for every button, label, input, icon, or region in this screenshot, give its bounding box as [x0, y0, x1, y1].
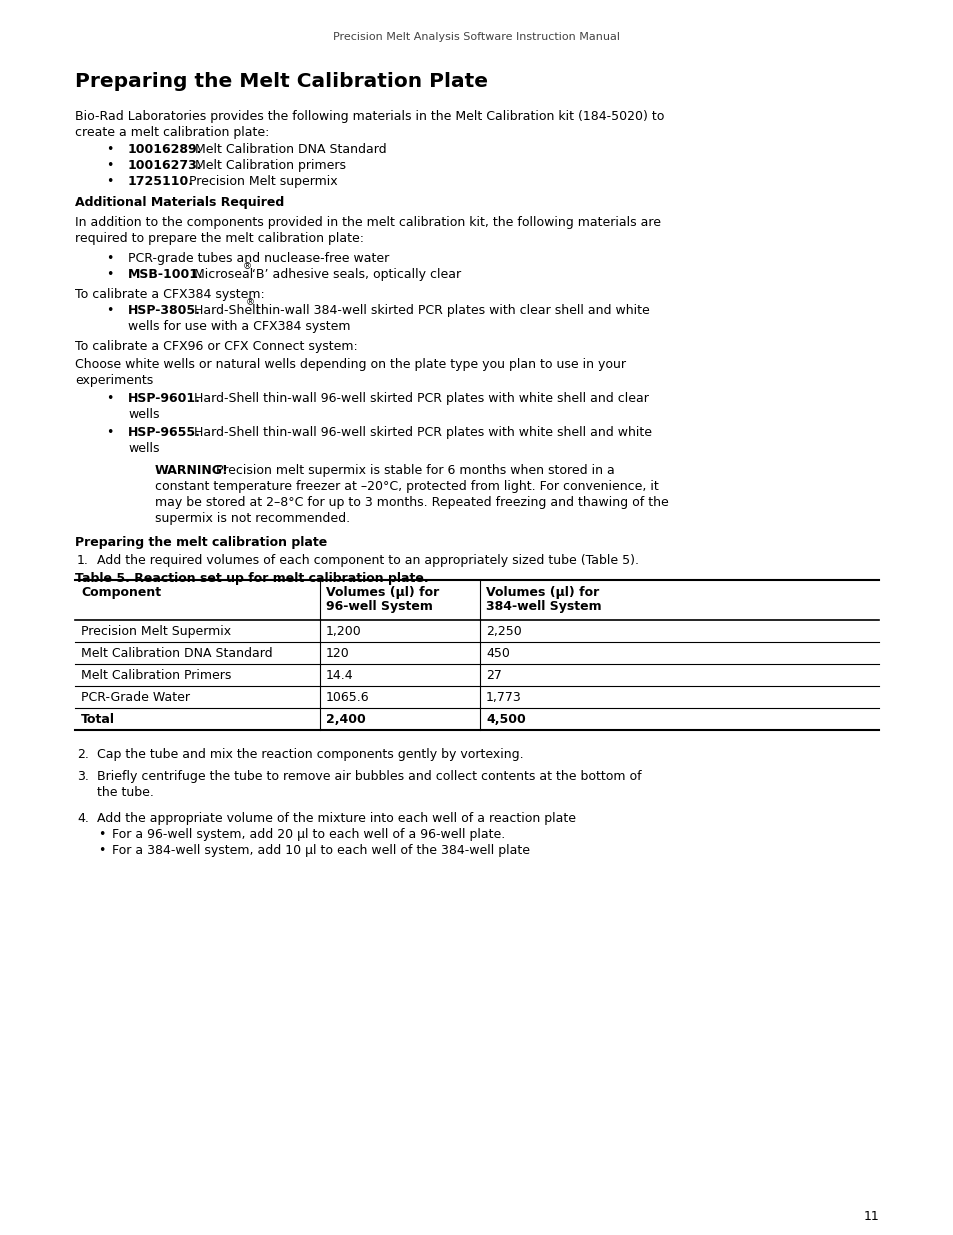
Text: experiments: experiments [75, 374, 153, 387]
Text: Add the required volumes of each component to an appropriately sized tube (Table: Add the required volumes of each compone… [97, 555, 639, 567]
Text: wells: wells [128, 442, 159, 454]
Text: Cap the tube and mix the reaction components gently by vortexing.: Cap the tube and mix the reaction compon… [97, 748, 523, 761]
Text: Precision Melt Analysis Software Instruction Manual: Precision Melt Analysis Software Instruc… [334, 32, 619, 42]
Text: supermix is not recommended.: supermix is not recommended. [154, 513, 350, 525]
Text: 450: 450 [485, 647, 509, 659]
Text: may be stored at 2–8°C for up to 3 months. Repeated freezing and thawing of the: may be stored at 2–8°C for up to 3 month… [154, 496, 668, 509]
Text: Preparing the melt calibration plate: Preparing the melt calibration plate [75, 536, 327, 550]
Text: •: • [106, 159, 113, 172]
Text: HSP-9655.: HSP-9655. [128, 426, 201, 438]
Text: 2.: 2. [77, 748, 89, 761]
Text: 2,250: 2,250 [485, 625, 521, 638]
Text: 10016289.: 10016289. [128, 143, 202, 156]
Text: To calibrate a CFX384 system:: To calibrate a CFX384 system: [75, 288, 265, 301]
Text: Add the appropriate volume of the mixture into each well of a reaction plate: Add the appropriate volume of the mixtur… [97, 811, 576, 825]
Text: Bio-Rad Laboratories provides the following materials in the Melt Calibration ki: Bio-Rad Laboratories provides the follow… [75, 110, 663, 124]
Text: •: • [98, 827, 105, 841]
Text: 10016273.: 10016273. [128, 159, 202, 172]
Text: Hard-Shell: Hard-Shell [190, 304, 259, 317]
Text: Briefly centrifuge the tube to remove air bubbles and collect contents at the bo: Briefly centrifuge the tube to remove ai… [97, 769, 641, 783]
Text: For a 384-well system, add 10 µl to each well of the 384-well plate: For a 384-well system, add 10 µl to each… [112, 844, 530, 857]
Text: •: • [106, 252, 113, 266]
Text: To calibrate a CFX96 or CFX Connect system:: To calibrate a CFX96 or CFX Connect syst… [75, 340, 357, 353]
Text: Precision Melt Supermix: Precision Melt Supermix [81, 625, 231, 638]
Text: 384-well System: 384-well System [485, 600, 601, 613]
Text: constant temperature freezer at –20°C, protected from light. For convenience, it: constant temperature freezer at –20°C, p… [154, 480, 659, 493]
Text: ®: ® [246, 298, 254, 308]
Text: •: • [106, 426, 113, 438]
Text: 4,500: 4,500 [485, 713, 525, 726]
Text: 14.4: 14.4 [326, 669, 354, 682]
Text: For a 96-well system, add 20 µl to each well of a 96-well plate.: For a 96-well system, add 20 µl to each … [112, 827, 505, 841]
Text: wells for use with a CFX384 system: wells for use with a CFX384 system [128, 320, 350, 333]
Text: Additional Materials Required: Additional Materials Required [75, 196, 284, 209]
Text: 1,773: 1,773 [485, 692, 521, 704]
Text: create a melt calibration plate:: create a melt calibration plate: [75, 126, 269, 140]
Text: •: • [106, 143, 113, 156]
Text: Component: Component [81, 585, 161, 599]
Text: Melt Calibration Primers: Melt Calibration Primers [81, 669, 232, 682]
Text: 3.: 3. [77, 769, 89, 783]
Text: Precision Melt supermix: Precision Melt supermix [185, 175, 337, 188]
Text: the tube.: the tube. [97, 785, 153, 799]
Text: Choose white wells or natural wells depending on the plate type you plan to use : Choose white wells or natural wells depe… [75, 358, 625, 370]
Text: •: • [106, 391, 113, 405]
Text: Preparing the Melt Calibration Plate: Preparing the Melt Calibration Plate [75, 72, 488, 91]
Text: 120: 120 [326, 647, 350, 659]
Text: Total: Total [81, 713, 115, 726]
Text: Melt Calibration DNA Standard: Melt Calibration DNA Standard [81, 647, 273, 659]
Text: PCR-grade tubes and nuclease-free water: PCR-grade tubes and nuclease-free water [128, 252, 389, 266]
Text: Hard-Shell thin-wall 96-well skirted PCR plates with white shell and white: Hard-Shell thin-wall 96-well skirted PCR… [190, 426, 651, 438]
Text: MSB-1001.: MSB-1001. [128, 268, 204, 282]
Text: •: • [106, 175, 113, 188]
Text: •: • [98, 844, 105, 857]
Text: Volumes (µl) for: Volumes (µl) for [485, 585, 598, 599]
Text: ®: ® [243, 262, 252, 270]
Text: Table 5. Reaction set up for melt calibration plate.: Table 5. Reaction set up for melt calibr… [75, 572, 428, 585]
Text: Precision melt supermix is stable for 6 months when stored in a: Precision melt supermix is stable for 6 … [212, 464, 614, 477]
Text: 11: 11 [862, 1210, 878, 1223]
Text: HSP-9601.: HSP-9601. [128, 391, 201, 405]
Text: 4.: 4. [77, 811, 89, 825]
Text: WARNING!: WARNING! [154, 464, 229, 477]
Text: 1065.6: 1065.6 [326, 692, 369, 704]
Text: 96-well System: 96-well System [326, 600, 433, 613]
Text: •: • [106, 268, 113, 282]
Text: 27: 27 [485, 669, 501, 682]
Text: 1725110.: 1725110. [128, 175, 193, 188]
Text: •: • [106, 304, 113, 317]
Text: PCR-Grade Water: PCR-Grade Water [81, 692, 190, 704]
Text: 1,200: 1,200 [326, 625, 361, 638]
Text: Hard-Shell thin-wall 96-well skirted PCR plates with white shell and clear: Hard-Shell thin-wall 96-well skirted PCR… [190, 391, 648, 405]
Text: Melt Calibration primers: Melt Calibration primers [191, 159, 346, 172]
Text: HSP-3805.: HSP-3805. [128, 304, 201, 317]
Text: ‘B’ adhesive seals, optically clear: ‘B’ adhesive seals, optically clear [248, 268, 460, 282]
Text: required to prepare the melt calibration plate:: required to prepare the melt calibration… [75, 232, 364, 245]
Text: thin-wall 384-well skirted PCR plates with clear shell and white: thin-wall 384-well skirted PCR plates wi… [252, 304, 649, 317]
Text: 1.: 1. [77, 555, 89, 567]
Text: 2,400: 2,400 [326, 713, 365, 726]
Text: In addition to the components provided in the melt calibration kit, the followin: In addition to the components provided i… [75, 216, 660, 228]
Text: Melt Calibration DNA Standard: Melt Calibration DNA Standard [191, 143, 386, 156]
Text: Volumes (µl) for: Volumes (µl) for [326, 585, 438, 599]
Text: Microseal: Microseal [190, 268, 253, 282]
Text: wells: wells [128, 408, 159, 421]
